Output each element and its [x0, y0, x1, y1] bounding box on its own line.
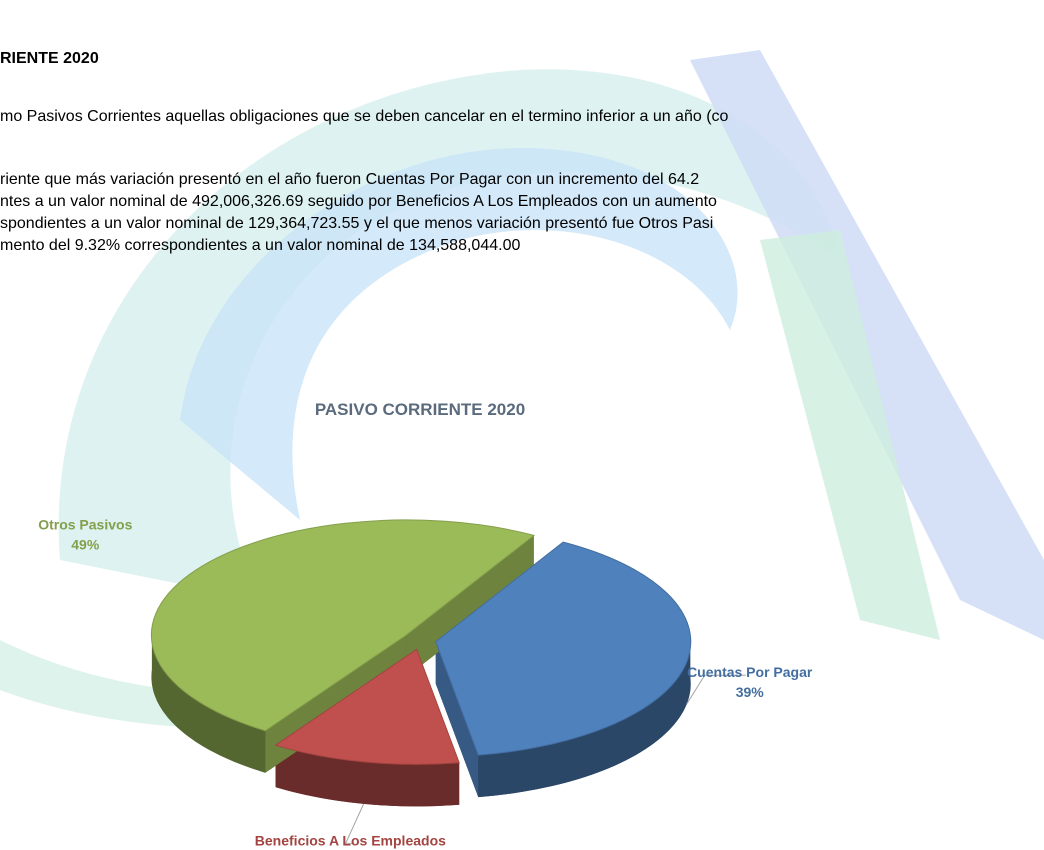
paragraph: mo Pasivos Corrientes aquellas obligacio… [0, 108, 729, 125]
pie-slice [274, 648, 460, 765]
data-label-name: Cuentas Por Pagar [687, 664, 813, 680]
paragraph-line: ntes a un valor nominal de 492,006,326.6… [0, 193, 717, 210]
leader-line [686, 674, 746, 705]
heading: RIENTE 2020 [0, 50, 99, 67]
data-label: Cuentas Por Pagar 39% [687, 664, 813, 700]
pie-slice [435, 541, 692, 756]
slice-side [275, 745, 460, 807]
watermark-ray [760, 230, 940, 640]
watermark-swirl [58, 69, 840, 600]
data-label-name: Beneficios A Los Empleados [255, 832, 446, 848]
slice-side [478, 648, 691, 798]
slice-side [151, 641, 266, 773]
paragraph-line: spondientes a un valor nominal de 129,36… [0, 215, 714, 232]
paragraph-line: riente que más variación presentó en el … [0, 171, 700, 188]
watermark-swirl [180, 147, 738, 520]
chart-title: PASIVO CORRIENTE 2020 [315, 400, 525, 419]
paragraph-line: mento del 9.32% correspondientes a un va… [0, 237, 521, 254]
data-label-value: 49% [71, 536, 100, 552]
data-label: Otros Pasivos 49% [38, 516, 132, 552]
data-label: Beneficios A Los Empleados12% [255, 832, 446, 850]
data-label-name: Otros Pasivos [38, 516, 132, 532]
leader-line [344, 803, 365, 844]
slice-side [435, 641, 479, 798]
pie-slice [150, 519, 536, 732]
data-label-value: 39% [736, 684, 765, 700]
